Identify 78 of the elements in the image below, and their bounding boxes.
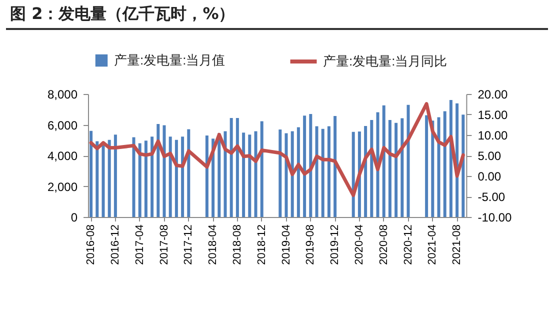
bar [382, 105, 386, 217]
bar [242, 132, 246, 217]
bar [303, 116, 306, 217]
bar [437, 117, 440, 217]
legend-label: 产量:发电量:当月同比 [323, 54, 448, 68]
bar [205, 136, 208, 217]
bar [364, 126, 368, 217]
bar [230, 118, 233, 217]
x-tick-label: 2021-08 [451, 224, 464, 265]
bar [114, 134, 117, 217]
y-tick-label: 6,000 [47, 118, 78, 132]
x-tick-label: 2018-04 [207, 224, 220, 265]
bar [90, 130, 93, 217]
y-tick-label: 4,000 [47, 149, 78, 163]
bar [236, 118, 239, 217]
bar [254, 131, 258, 217]
bar [181, 136, 184, 217]
bar [174, 140, 178, 217]
x-tick-label: 2018-12 [256, 224, 268, 265]
bar [284, 133, 288, 217]
bar [462, 114, 465, 217]
bar [406, 104, 410, 217]
bar [309, 114, 312, 217]
legend-label: 产量:发电量:当月值 [114, 52, 226, 68]
bar [315, 126, 318, 217]
bar [400, 118, 404, 217]
x-tick-label: 2020-12 [402, 224, 414, 265]
bar [138, 143, 142, 217]
bar [278, 130, 282, 217]
y2-tick-label: -10.00 [478, 210, 512, 224]
line-series [89, 102, 465, 198]
y2-tick-label: 0.00 [478, 170, 502, 184]
x-tick-label: 2018-08 [231, 224, 244, 265]
bar [150, 136, 154, 217]
bar [102, 144, 105, 217]
x-tick-label: 2021-04 [426, 224, 439, 265]
y-tick-label: 0 [70, 210, 78, 224]
bar [388, 120, 392, 217]
x-tick-label: 2016-12 [109, 224, 122, 265]
x-tick-label: 2019-12 [329, 224, 342, 265]
x-tick-label: 2020-04 [353, 224, 366, 265]
bar [168, 136, 172, 217]
x-tick-label: 2017-12 [182, 224, 195, 265]
bar [443, 111, 446, 217]
bar [248, 134, 252, 217]
bar [290, 131, 294, 217]
x-tick-label: 2019-04 [280, 224, 292, 265]
bar [162, 125, 166, 217]
y2-tick-label: -5.00 [478, 190, 506, 204]
bar [394, 122, 398, 217]
bar [327, 126, 330, 217]
x-tick-label: 2017-08 [158, 224, 170, 265]
bar [376, 112, 380, 217]
bar [370, 120, 374, 217]
bar [108, 140, 111, 217]
x-tick-label: 2020-08 [378, 224, 390, 265]
y2-tick-label: 20.00 [478, 88, 508, 102]
x-tick-label: 2019-08 [304, 224, 317, 265]
bar [144, 140, 148, 217]
bar [218, 133, 221, 217]
chart-title: 图 2：发电量（亿千瓦时，%） [6, 4, 548, 30]
y2-tick-label: 15.00 [478, 108, 508, 122]
bar [425, 115, 428, 217]
bar [260, 121, 264, 217]
y2-tick-label: 10.00 [478, 128, 508, 142]
bar [156, 124, 160, 217]
y-tick-label: 2,000 [47, 180, 78, 194]
x-tick-label: 2017-04 [134, 224, 146, 265]
bar [296, 127, 300, 217]
bar [132, 137, 136, 217]
y-tick-label: 8,000 [47, 88, 78, 102]
bar [334, 116, 337, 217]
bar [96, 141, 99, 217]
y2-tick-label: 5.00 [478, 149, 502, 163]
bar [224, 131, 227, 217]
bar [187, 129, 190, 217]
bar [321, 128, 324, 217]
x-tick-label: 2016-08 [85, 224, 98, 265]
